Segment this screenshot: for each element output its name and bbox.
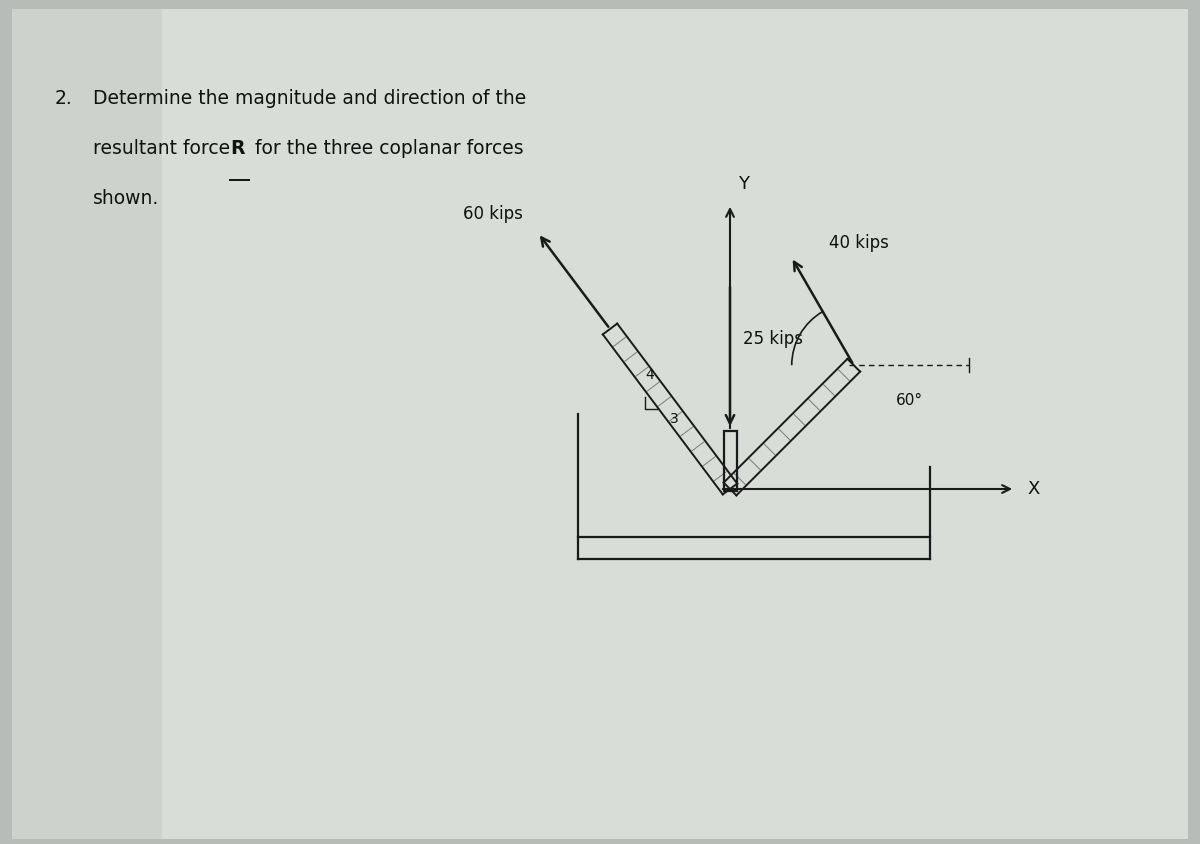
Text: for the three coplanar forces: for the three coplanar forces <box>248 139 523 158</box>
Text: 40 kips: 40 kips <box>829 234 889 252</box>
Bar <box>724 431 737 491</box>
Text: X: X <box>1027 480 1039 498</box>
Text: 3: 3 <box>670 412 679 426</box>
Bar <box>12 9 162 839</box>
Text: 60°: 60° <box>895 393 923 408</box>
Text: 60 kips: 60 kips <box>463 205 523 223</box>
Text: 25 kips: 25 kips <box>743 330 803 348</box>
Text: Determine the magnitude and direction of the: Determine the magnitude and direction of… <box>94 89 527 108</box>
Text: resultant force: resultant force <box>94 139 236 158</box>
Text: Y: Y <box>738 175 749 193</box>
Text: 2.: 2. <box>55 89 73 108</box>
Text: R: R <box>230 139 245 158</box>
Text: 4: 4 <box>646 368 654 382</box>
Text: shown.: shown. <box>94 189 160 208</box>
